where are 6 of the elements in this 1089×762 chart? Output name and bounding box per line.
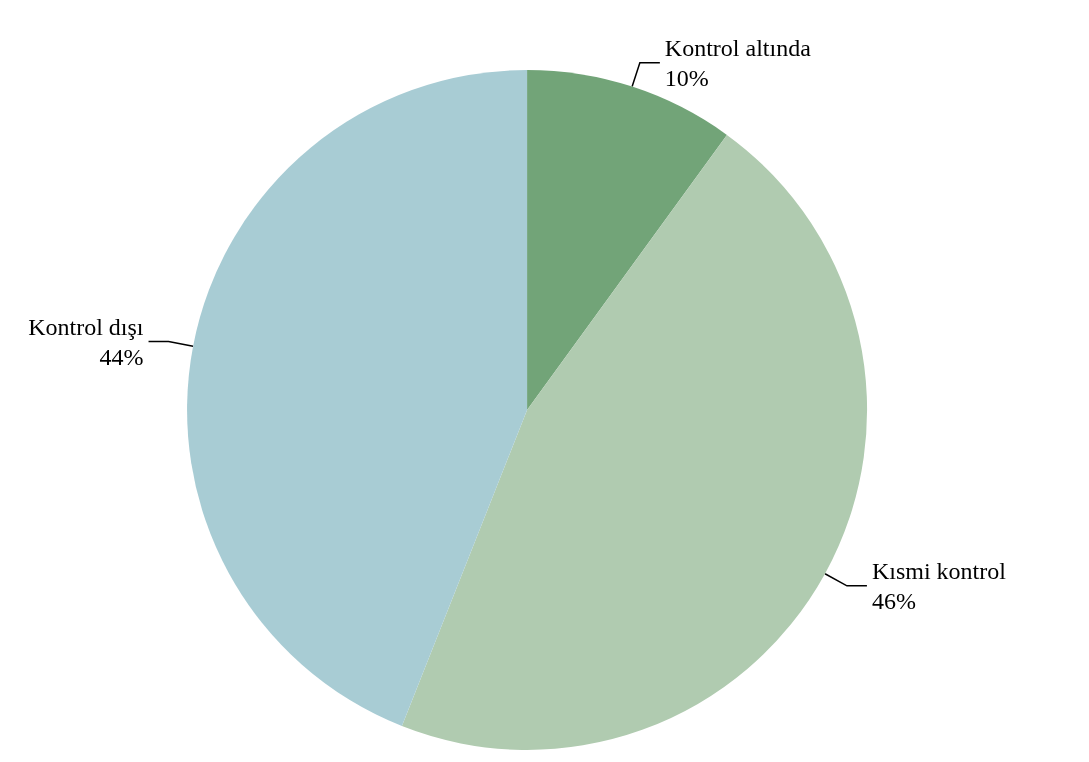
data-label: 10% xyxy=(664,64,709,91)
data-label: 46% xyxy=(871,587,916,614)
slice-label: Kontrol dışı xyxy=(28,313,144,340)
slice-label: Kısmi kontrol xyxy=(871,557,1007,584)
slice-label: Kontrol altında xyxy=(664,34,812,61)
data-label: 44% xyxy=(99,343,144,370)
